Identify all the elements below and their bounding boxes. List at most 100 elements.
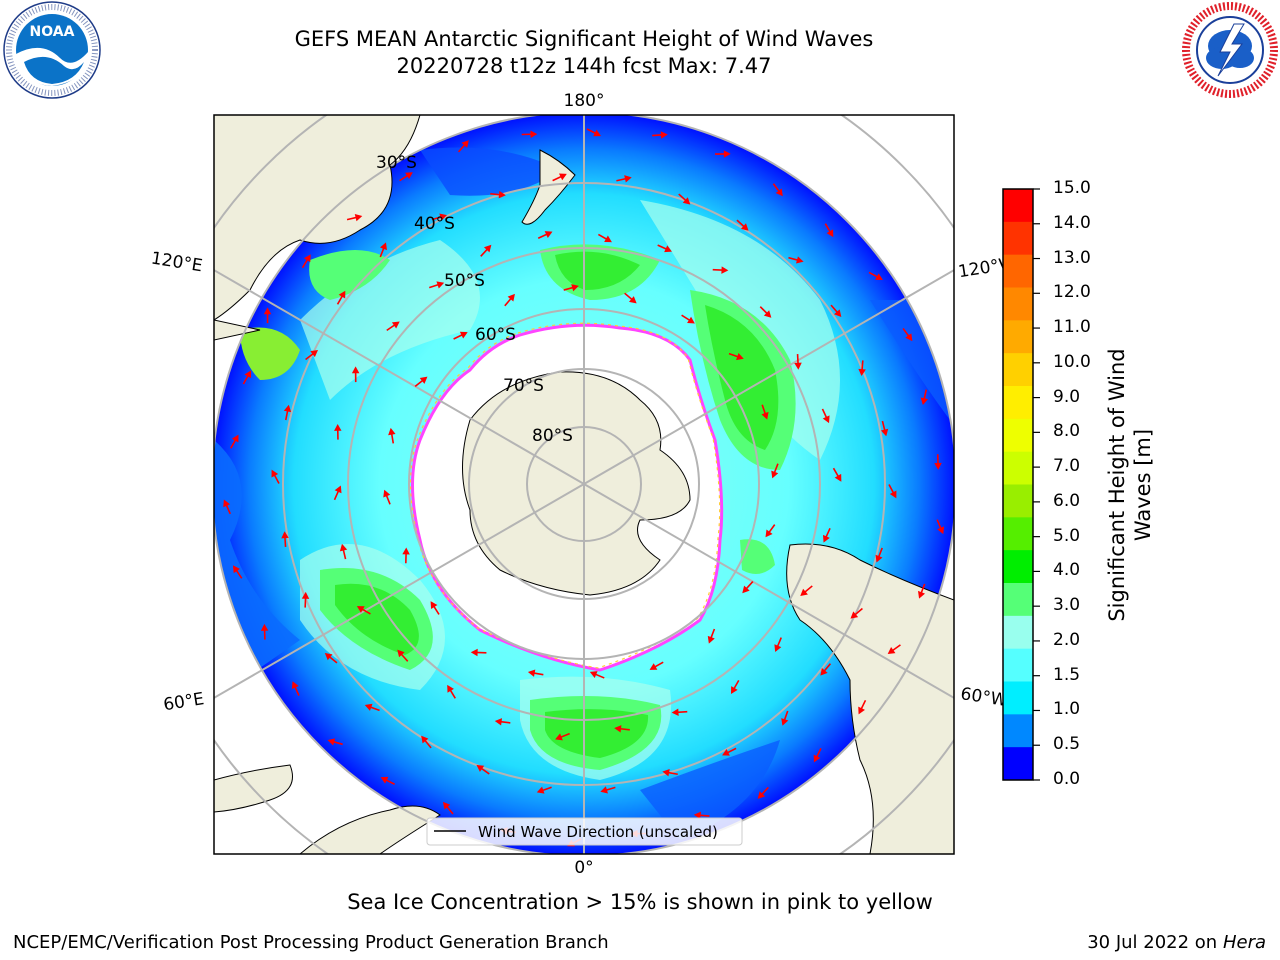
wave-direction-arrowhead: [283, 404, 292, 413]
colorbar-segment: [1003, 714, 1033, 748]
wave-direction-arrowhead: [889, 490, 897, 499]
colorbar-tick-label: 7.0: [1053, 456, 1081, 477]
wave-direction-arrowhead: [430, 601, 438, 609]
lon-label-0: 0°: [574, 858, 593, 878]
wave-direction-arrowhead: [483, 244, 492, 253]
wave-direction-arrowhead: [664, 245, 672, 253]
wave-direction-arrowhead: [231, 434, 239, 443]
lat-label-40s: 40°S: [414, 214, 455, 234]
wave-direction-arrowhead: [339, 543, 348, 552]
wave-direction-arrowhead: [826, 229, 834, 238]
colorbar: [1003, 188, 1040, 781]
colorbar-tick-label: 8.0: [1053, 421, 1081, 442]
wave-direction-arrowhead: [593, 129, 602, 137]
colorbar-tick-label: 14.0: [1053, 212, 1091, 233]
wave-direction-arrowhead: [303, 254, 311, 263]
wave-direction-arrowhead: [834, 473, 842, 482]
wave-direction-arrowhead: [271, 469, 279, 478]
wave-direction-arrowhead: [421, 735, 429, 744]
colorbar-tick-label: 3.0: [1053, 595, 1081, 616]
colorbar-tick-label: 13.0: [1053, 247, 1091, 268]
wave-direction-arrowhead: [649, 663, 658, 670]
wave-direction-arrowhead: [771, 470, 779, 479]
wave-direction-arrowhead: [721, 266, 729, 274]
wave-direction-arrowhead: [334, 485, 342, 494]
wave-direction-arrowhead: [291, 681, 299, 690]
wave-direction-arrowhead: [388, 427, 396, 436]
wave-direction-arrowhead: [742, 585, 750, 594]
wave-direction-arrowhead: [736, 352, 744, 361]
wave-direction-arrowhead: [600, 786, 608, 794]
wave-direction-arrowhead: [722, 748, 730, 756]
lon-label-60e: 60°E: [162, 689, 206, 715]
wave-direction-arrowhead: [383, 489, 391, 498]
wave-direction-arrowhead: [875, 554, 883, 563]
noaa-logo-text: NOAA: [30, 24, 75, 40]
colorbar-tick-label: 2.0: [1053, 629, 1081, 650]
wave-direction-arrowhead: [351, 366, 360, 374]
wave-direction-arrowhead: [232, 565, 240, 574]
wave-direction-arrowhead: [822, 415, 830, 424]
colorbar-segment: [1003, 287, 1033, 321]
wave-direction-arrowhead: [527, 669, 536, 677]
wave-direction-arrowhead: [442, 801, 451, 810]
nws-logo-icon: [1182, 2, 1278, 98]
wave-direction-arrowhead: [761, 411, 769, 420]
wave-direction-arrowhead: [439, 213, 447, 221]
map-legend: Wind Wave Direction (unscaled): [426, 817, 743, 846]
wave-direction-arrowhead: [731, 686, 738, 694]
colorbar-segment: [1003, 254, 1033, 288]
wave-direction-arrowhead: [327, 738, 336, 746]
colorbar-segment: [1003, 648, 1033, 682]
lat-label-60s: 60°S: [475, 325, 516, 345]
wave-direction-arrowhead: [338, 290, 346, 299]
wave-direction-arrowhead: [436, 281, 445, 289]
wave-direction-arrowhead: [765, 529, 773, 538]
colorbar-segment: [1003, 517, 1033, 551]
footer-date: 30 Jul 2022 on Hera: [1087, 932, 1266, 953]
wave-direction-arrowhead: [263, 307, 272, 315]
lon-label-120e: 120°E: [150, 248, 204, 276]
wave-direction-arrowhead: [887, 646, 896, 655]
colorbar-tick-label: 0.5: [1053, 734, 1081, 755]
colorbar-segment: [1003, 484, 1033, 518]
legend-label: Wind Wave Direction (unscaled): [478, 823, 718, 841]
wave-direction-arrowhead: [775, 188, 783, 197]
africa-land: [299, 805, 441, 854]
wave-direction-arrowhead: [334, 423, 342, 431]
graticule: [214, 115, 954, 854]
wave-direction-arrowhead: [324, 652, 333, 661]
wave-direction-arrowhead: [628, 296, 637, 304]
colorbar-tick-label: 11.0: [1053, 317, 1091, 338]
colorbar-segment: [1003, 353, 1033, 387]
wave-direction-arrowhead: [757, 791, 766, 799]
colorbar-tick-label: 10.0: [1053, 351, 1091, 372]
wave-direction-arrowhead: [223, 499, 231, 508]
colorbar-tick-label: 4.0: [1053, 560, 1081, 581]
colorbar-title: Significant Height of Wind Waves [m]: [1105, 348, 1155, 622]
wave-direction-arrowhead: [671, 708, 679, 716]
wave-direction-arrowhead: [405, 172, 413, 180]
wave-direction-arrowhead: [774, 644, 782, 653]
wave-direction-arrowhead: [918, 590, 926, 599]
wave-direction-arrowhead: [589, 671, 598, 679]
noaa-logo-icon: NOAA: [3, 1, 101, 99]
wave-direction-arrowhead: [858, 706, 865, 715]
wind-wave-arrows: [223, 128, 945, 847]
wave-direction-arrowhead: [571, 284, 579, 292]
wave-direction-arrowhead: [763, 310, 772, 318]
wave-direction-arrowhead: [507, 293, 515, 302]
wave-direction-arrowhead: [682, 197, 691, 205]
colorbar-tick-label: 0.0: [1053, 769, 1081, 789]
wave-direction-arrowhead: [402, 547, 410, 555]
colorbar-segment: [1003, 451, 1033, 485]
wave-direction-arrowhead: [461, 140, 469, 148]
wave-direction-arrowhead: [301, 591, 310, 599]
wave-direction-arrowhead: [693, 811, 702, 820]
wave-direction-arrowhead: [834, 309, 842, 317]
colorbar-tick-label: 6.0: [1053, 490, 1081, 511]
lon-label-180: 180°: [564, 91, 605, 111]
wave-direction-arrowhead: [391, 321, 400, 329]
wave-direction-arrowhead: [850, 611, 859, 619]
wave-direction-arrowhead: [354, 213, 363, 222]
